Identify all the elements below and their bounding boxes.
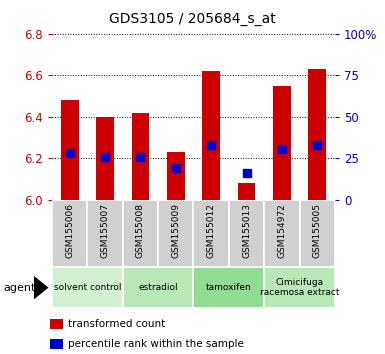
Point (67, 150, 73, 156)
Text: GSM155012: GSM155012 (207, 203, 216, 258)
Text: tamoxifen: tamoxifen (206, 283, 252, 292)
Bar (167, 152, 185, 200)
Point (102, 155, 108, 160)
Point (314, 142, 320, 148)
Bar (50, 319, 63, 329)
Bar (132, 113, 149, 200)
Text: GSM155013: GSM155013 (242, 203, 251, 258)
Bar (238, 183, 255, 200)
Point (137, 155, 144, 160)
Text: GSM155009: GSM155009 (171, 203, 180, 258)
Text: GSM155005: GSM155005 (313, 203, 322, 258)
Text: Cimicifuga
racemosa extract: Cimicifuga racemosa extract (260, 278, 339, 297)
Bar (202, 71, 220, 200)
Text: percentile rank within the sample: percentile rank within the sample (67, 339, 243, 349)
Text: estradiol: estradiol (138, 283, 178, 292)
Bar (87, 200, 123, 267)
Point (279, 146, 285, 152)
Text: solvent control: solvent control (54, 283, 121, 292)
Bar (193, 267, 264, 308)
Bar (61, 100, 79, 200)
Text: GDS3105 / 205684_s_at: GDS3105 / 205684_s_at (109, 12, 276, 27)
Bar (264, 267, 335, 308)
Bar (308, 69, 326, 200)
Bar (158, 200, 193, 267)
Bar (264, 200, 300, 267)
Bar (123, 200, 158, 267)
Bar (193, 200, 229, 267)
Bar (52, 267, 123, 308)
Text: GSM155007: GSM155007 (100, 203, 110, 258)
Bar (229, 200, 264, 267)
Point (173, 165, 179, 171)
Text: agent: agent (4, 282, 36, 293)
Point (243, 170, 249, 176)
Bar (300, 200, 335, 267)
Bar (50, 339, 63, 349)
Point (208, 142, 214, 148)
Bar (123, 267, 193, 308)
Text: GSM155008: GSM155008 (136, 203, 145, 258)
Text: transformed count: transformed count (67, 319, 165, 329)
Bar (273, 86, 291, 200)
Text: GSM154972: GSM154972 (277, 203, 286, 258)
Bar (52, 200, 87, 267)
Text: GSM155006: GSM155006 (65, 203, 74, 258)
Bar (96, 117, 114, 200)
Polygon shape (34, 276, 49, 299)
